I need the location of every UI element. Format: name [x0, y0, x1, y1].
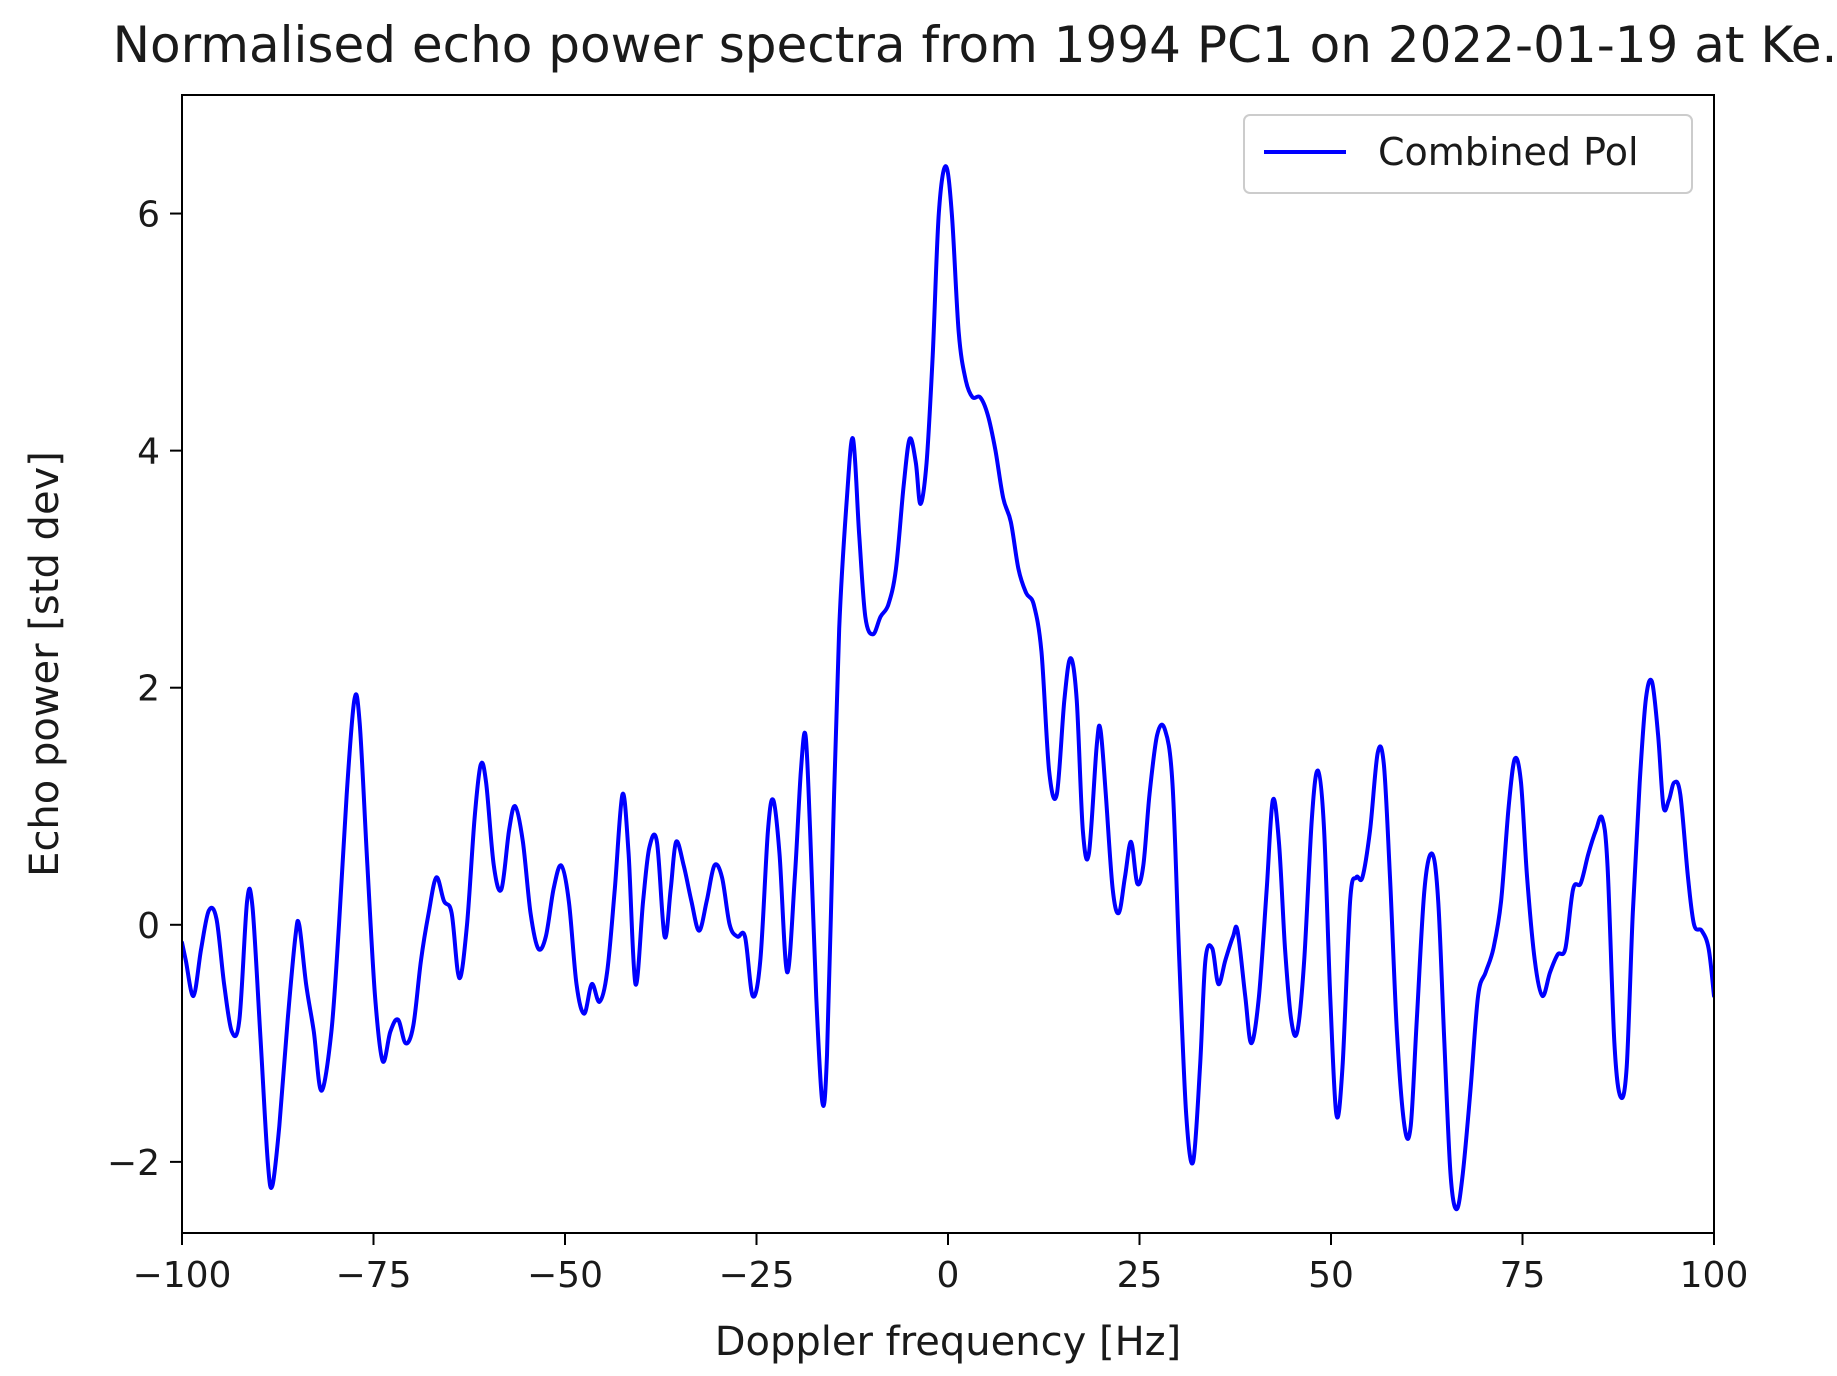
- legend-label: Combined Pol: [1378, 130, 1639, 174]
- x-tick-label: −75: [336, 1255, 412, 1296]
- y-tick-label: −2: [107, 1143, 160, 1184]
- chart-title: Normalised echo power spectra from 1994 …: [113, 16, 1837, 74]
- y-axis-label: Echo power [std dev]: [22, 451, 68, 877]
- legend: Combined Pol: [1243, 114, 1693, 194]
- x-axis-label: Doppler frequency [Hz]: [715, 1319, 1182, 1365]
- y-axis: −2 0 2 4 6: [107, 195, 182, 1184]
- y-tick-label: 2: [137, 669, 160, 710]
- x-tick-label: 75: [1500, 1255, 1546, 1296]
- y-tick-label: 0: [137, 906, 160, 947]
- x-tick-label: −25: [719, 1255, 795, 1296]
- legend-box: [1243, 114, 1693, 194]
- series-line-combined-pol: [182, 164, 1714, 1212]
- x-tick-label: 25: [1117, 1255, 1163, 1296]
- x-axis: −100 −75 −50 −25 0 25 50 75 100: [133, 1233, 1749, 1296]
- x-tick-label: 100: [1680, 1255, 1749, 1296]
- x-tick-label: 0: [937, 1255, 960, 1296]
- x-tick-label: −50: [527, 1255, 603, 1296]
- x-tick-label: 50: [1308, 1255, 1354, 1296]
- y-tick-label: 4: [137, 432, 160, 473]
- y-tick-label: 6: [137, 195, 160, 236]
- x-tick-label: −100: [133, 1255, 232, 1296]
